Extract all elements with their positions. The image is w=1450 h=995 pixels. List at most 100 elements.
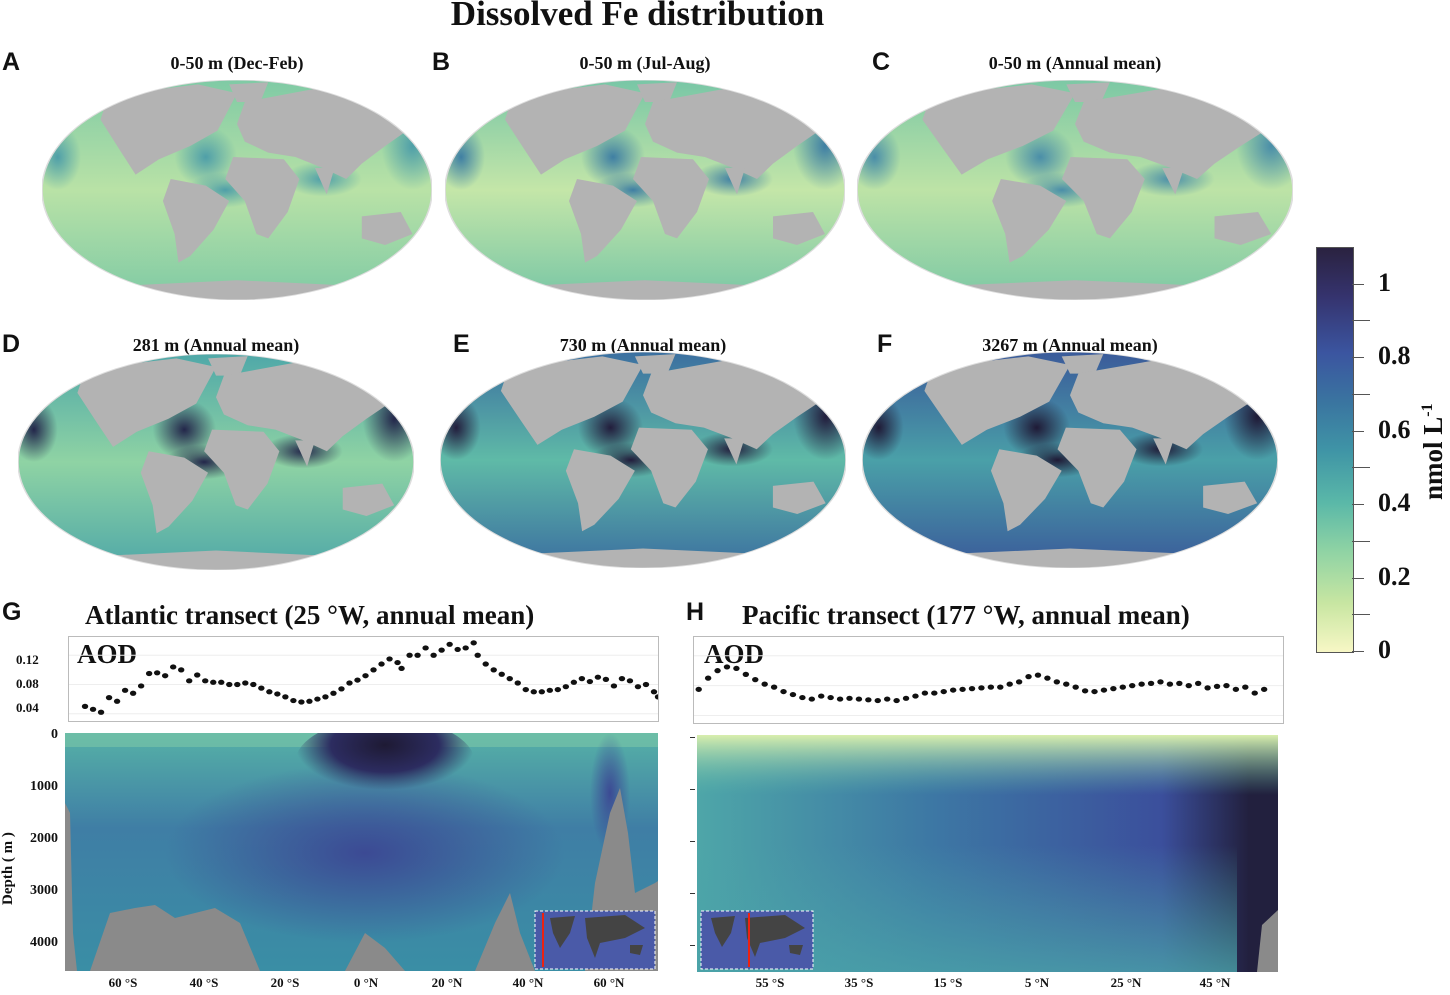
aod-point bbox=[704, 675, 712, 681]
aod-point bbox=[226, 681, 233, 688]
aod-point bbox=[194, 672, 201, 678]
aod-point bbox=[1194, 680, 1202, 686]
panel-label-g: G bbox=[2, 598, 22, 626]
aod-point bbox=[422, 645, 429, 651]
aod-point bbox=[242, 680, 249, 686]
ocean-map-a bbox=[42, 80, 432, 300]
ocean-map-f bbox=[862, 352, 1278, 568]
aod-point bbox=[1072, 684, 1079, 690]
colorbar-tick-label: 0.2 bbox=[1378, 561, 1411, 591]
aod-point bbox=[498, 671, 505, 677]
aod-point bbox=[322, 694, 329, 700]
colorbar-tick-mark bbox=[1352, 614, 1370, 616]
aod-point bbox=[430, 652, 437, 658]
colorbar-tick-mark bbox=[1352, 504, 1364, 506]
colorbar-unit-text: nmol L bbox=[1418, 416, 1448, 500]
depth-tick-label: 2000 bbox=[30, 831, 58, 846]
panel-title-h: Pacific transect (177 °W, annual mean) bbox=[742, 600, 1190, 630]
colorbar-tick-mark bbox=[1352, 357, 1364, 359]
aod-point bbox=[266, 689, 273, 695]
aod-point bbox=[186, 678, 193, 684]
aod-point bbox=[105, 695, 113, 701]
aod-point bbox=[874, 697, 881, 704]
aod-point bbox=[846, 695, 853, 701]
aod-point bbox=[298, 699, 305, 705]
aod-label: AOD bbox=[704, 639, 764, 669]
panel-title: 3267 m (Annual mean) bbox=[982, 335, 1158, 355]
aod-point bbox=[1185, 683, 1192, 689]
panel-title-g: Atlantic transect (25 °W, annual mean) bbox=[85, 600, 535, 630]
aod-point bbox=[234, 681, 241, 688]
aod-point bbox=[752, 677, 759, 683]
colorbar-unit: nmol L-1 bbox=[1418, 403, 1449, 500]
aod-point bbox=[1251, 690, 1258, 696]
aod-point bbox=[1147, 680, 1155, 686]
aod-series-pacific bbox=[694, 655, 1283, 717]
aod-point bbox=[1176, 680, 1183, 686]
aod-point bbox=[940, 688, 947, 695]
colorbar-tick-label: 0.4 bbox=[1378, 488, 1411, 518]
aod-ytick: 0.08 bbox=[16, 676, 39, 691]
panel-title: 281 m (Annual mean) bbox=[132, 335, 300, 355]
aod-point bbox=[594, 674, 602, 680]
aod-point bbox=[530, 689, 537, 695]
aod-point bbox=[1044, 675, 1051, 681]
aod-point bbox=[1100, 687, 1108, 693]
aod-point bbox=[1053, 679, 1061, 685]
aod-point bbox=[1242, 684, 1249, 690]
colorbar bbox=[1316, 247, 1354, 653]
aod-point bbox=[808, 696, 815, 702]
aod-point bbox=[978, 685, 985, 691]
aod-point bbox=[626, 678, 634, 684]
aod-point bbox=[414, 652, 421, 658]
aod-point bbox=[386, 656, 393, 662]
panel-label-d: D bbox=[2, 330, 21, 358]
ocean-map-e bbox=[440, 352, 846, 568]
aod-point bbox=[855, 696, 863, 702]
depth-tick-mark bbox=[690, 789, 695, 790]
aod-point bbox=[1204, 685, 1211, 691]
aod-point bbox=[1119, 684, 1126, 690]
aod-point bbox=[968, 686, 976, 692]
x-tick-label: 45 °N bbox=[1199, 975, 1231, 990]
colorbar-tick-mark bbox=[1352, 651, 1364, 652]
aod-point bbox=[137, 683, 145, 689]
aod-point bbox=[836, 696, 844, 702]
aod-plot-pacific: AOD bbox=[693, 636, 1284, 724]
aod-point bbox=[610, 683, 618, 689]
aod-point bbox=[522, 686, 529, 693]
aod-point bbox=[306, 698, 313, 704]
x-tick-label: 20 °S bbox=[270, 975, 300, 990]
inset-map-atlantic bbox=[534, 910, 656, 970]
bathymetry-atlantic bbox=[65, 788, 658, 971]
aod-point bbox=[474, 652, 481, 658]
bathymetry-pacific bbox=[1257, 910, 1278, 972]
aod-point bbox=[314, 696, 321, 702]
aod-series-atlantic bbox=[69, 640, 658, 715]
x-tick-label: 60 °S bbox=[108, 975, 138, 990]
aod-point bbox=[997, 684, 1004, 690]
aod-point bbox=[258, 685, 265, 691]
panel-label-f: F bbox=[877, 330, 893, 358]
x-tick-label: 40 °N bbox=[512, 975, 544, 990]
aod-point bbox=[330, 690, 337, 696]
aod-point bbox=[145, 670, 153, 677]
aod-point bbox=[370, 667, 377, 673]
aod-point bbox=[169, 664, 177, 670]
aod-point bbox=[789, 691, 797, 698]
aod-point bbox=[931, 690, 938, 696]
aod-point bbox=[642, 681, 650, 688]
depth-tick-mark bbox=[690, 945, 695, 946]
depth-tick-mark bbox=[690, 841, 695, 842]
colorbar-tick-mark bbox=[1352, 540, 1370, 542]
aod-point bbox=[490, 667, 497, 673]
aod-point bbox=[129, 690, 137, 696]
colorbar-tick-mark bbox=[1352, 283, 1364, 285]
aod-label: AOD bbox=[77, 639, 137, 669]
aod-point bbox=[742, 671, 750, 677]
colorbar-tick-mark bbox=[1352, 430, 1364, 432]
colorbar-tick-label: 0.8 bbox=[1378, 341, 1411, 371]
colorbar-tick-label: 0 bbox=[1378, 635, 1391, 664]
aod-point bbox=[949, 687, 957, 693]
aod-point bbox=[210, 679, 217, 685]
